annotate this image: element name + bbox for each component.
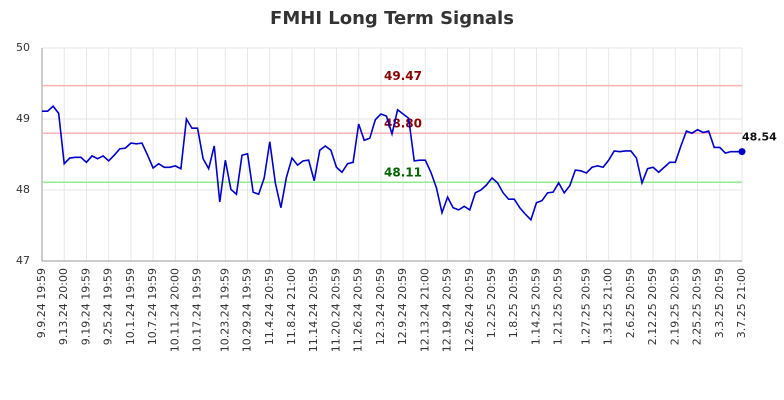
x-tick-label: 1.2.25 20:59: [485, 268, 498, 338]
x-tick-label: 10.29.24 19:59: [241, 268, 254, 352]
x-tick-label: 10.7.24 19:59: [146, 268, 159, 345]
x-tick-label: 12.13.24 21:00: [418, 268, 431, 352]
x-tick-label: 2.6.25 20:59: [624, 268, 637, 338]
last-value-label: 48.54: [742, 131, 777, 144]
x-tick-label: 1.8.25 20:59: [507, 268, 520, 338]
x-tick-label: 12.19.24 20:59: [441, 268, 454, 352]
x-tick-label: 11.26.24 20:59: [352, 268, 365, 352]
y-tick-label: 49: [16, 112, 30, 125]
x-tick-label: 10.1.24 19:59: [124, 268, 137, 345]
x-tick-label: 2.19.25 20:59: [668, 268, 681, 345]
x-tick-label: 3.7.25 21:00: [735, 268, 748, 338]
x-tick-label: 12.26.24 20:59: [463, 268, 476, 352]
y-tick-label: 48: [16, 183, 30, 196]
x-tick-label: 9.25.24 19:59: [102, 268, 115, 345]
x-tick-label: 1.27.25 20:59: [579, 268, 592, 345]
x-tick-label: 12.3.24 20:59: [374, 268, 387, 345]
x-tick-label: 2.12.25 20:59: [646, 268, 659, 345]
y-tick-label: 47: [16, 254, 30, 267]
x-tick-label: 11.14.24 20:59: [307, 268, 320, 352]
x-tick-label: 9.9.24 19:59: [35, 268, 48, 338]
last-point: [738, 148, 746, 156]
y-tick-label: 50: [16, 41, 30, 54]
x-tick-label: 1.21.25 20:59: [552, 268, 565, 345]
x-tick-label: 12.9.24 20:59: [396, 268, 409, 345]
x-tick-label: 11.4.24 20:59: [263, 268, 276, 345]
signal-label: 49.47: [384, 69, 422, 83]
price-line: [42, 105, 742, 222]
x-tick-label: 11.20.24 20:59: [329, 268, 342, 352]
chart-title: FMHI Long Term Signals: [270, 8, 514, 29]
x-tick-label: 10.11.24 20:00: [168, 268, 181, 352]
x-tick-label: 9.19.24 19:59: [79, 268, 92, 345]
x-tick-label: 2.25.25 20:59: [691, 268, 704, 345]
x-tick-label: 1.14.25 20:59: [529, 268, 542, 345]
x-tick-label: 1.31.25 21:00: [602, 268, 615, 345]
x-tick-label: 9.13.24 20:00: [57, 268, 70, 345]
signal-label: 48.11: [384, 166, 422, 180]
x-tick-label: 10.17.24 19:59: [191, 268, 204, 352]
x-tick-label: 3.3.25 20:59: [713, 268, 726, 338]
x-tick-label: 11.8.24 21:00: [285, 268, 298, 345]
x-tick-label: 10.23.24 19:59: [218, 268, 231, 352]
